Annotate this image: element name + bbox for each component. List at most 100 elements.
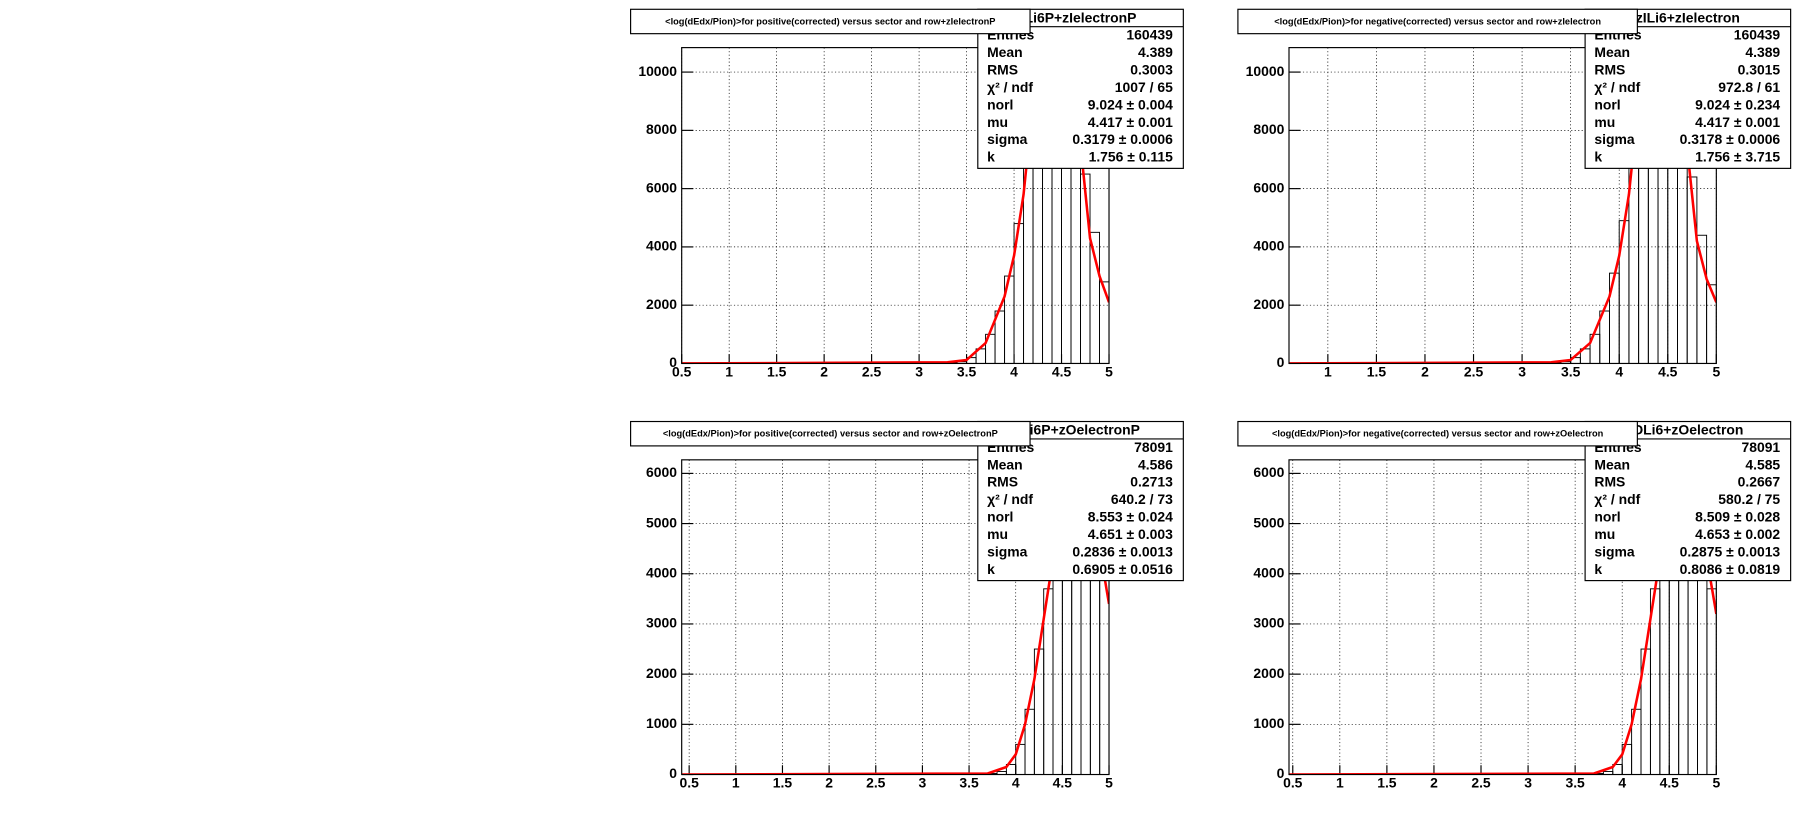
stats-value: 4.651 ± 0.003 — [1088, 526, 1173, 542]
x-tick-label: 3 — [919, 774, 927, 790]
x-tick-label: 3.5 — [957, 363, 977, 379]
chart-title: <log(dEdx/Pion)>for positive(corrected) … — [665, 17, 995, 27]
stats-value: 0.2875 ± 0.0013 — [1680, 543, 1781, 559]
stats-box — [1584, 8, 1792, 169]
title-box — [630, 420, 1031, 447]
y-tick-label: 2000 — [1253, 665, 1284, 681]
x-tick-label: 3.5 — [959, 774, 979, 790]
stats-value: 9.024 ± 0.004 — [1088, 96, 1173, 112]
stats-value: 160439 — [1734, 27, 1781, 43]
chart-title: <log(dEdx/Pion)>for positive(corrected) … — [663, 429, 998, 439]
stats-label: mu — [1594, 114, 1615, 130]
histogram-panel: 0.5 1 1.5 2 2.5 3 3.5 4 4.5 5 0 1000 2000 3000 4000 500… — [630, 420, 1184, 790]
stats-value: 0.6905 ± 0.0516 — [1072, 561, 1173, 577]
stats-value: 0.3003 — [1130, 62, 1173, 78]
stats-label: norl — [987, 509, 1013, 525]
x-tick-label: 2 — [820, 363, 828, 379]
stats-value: 0.3179 ± 0.0006 — [1072, 131, 1173, 147]
stats-value: 4.585 — [1745, 456, 1780, 472]
x-tick-label: 1 — [725, 363, 733, 379]
stats-label: RMS — [987, 62, 1018, 78]
stats-label: Mean — [1594, 44, 1630, 60]
x-tick-label: 0.5 — [672, 363, 692, 379]
stats-label: χ² / ndf — [987, 491, 1033, 507]
frame — [681, 47, 1110, 365]
histogram-bar — [1696, 234, 1708, 364]
stats-value: 0.2836 ± 0.0013 — [1072, 543, 1173, 559]
stats-title: OLi6+zOelectron — [1632, 421, 1743, 437]
y-tick-label: 2000 — [646, 665, 677, 681]
stats-value: 0.2667 — [1738, 474, 1781, 490]
x-tick-label: 5 — [1105, 774, 1113, 790]
stats-value: 580.2 / 75 — [1718, 491, 1780, 507]
y-tick-label: 8000 — [646, 121, 677, 137]
x-tick-label: 4.5 — [1658, 363, 1678, 379]
y-tick-label: 6000 — [1253, 464, 1284, 480]
stats-title: zILi6+zIelectron — [1636, 9, 1740, 25]
x-tick-label: 4 — [1618, 774, 1626, 790]
y-tick-label: 4000 — [1253, 564, 1284, 580]
stats-label: χ² / ndf — [1594, 491, 1640, 507]
stats-label: mu — [987, 114, 1008, 130]
stats-value: 78091 — [1134, 439, 1173, 455]
histogram-bar — [1706, 588, 1717, 775]
stats-value: 1007 / 65 — [1115, 79, 1173, 95]
x-tick-label: 3 — [1524, 774, 1532, 790]
x-tick-label: 5 — [1712, 363, 1720, 379]
stats-value: 4.389 — [1745, 44, 1780, 60]
y-tick-label: 2000 — [1253, 296, 1284, 312]
stats-value: 640.2 / 73 — [1111, 491, 1173, 507]
stats-label: sigma — [1594, 131, 1634, 147]
x-tick-label: 5 — [1105, 363, 1113, 379]
y-tick-label: 0 — [669, 765, 677, 781]
y-tick-label: 3000 — [1253, 615, 1284, 631]
histogram-bar — [1099, 281, 1110, 364]
x-tick-label: 0.5 — [1283, 774, 1303, 790]
y-tick-label: 1000 — [646, 715, 677, 731]
stats-box — [977, 420, 1184, 582]
stats-value: 1.756 ± 3.715 — [1695, 149, 1780, 165]
stats-label: χ² / ndf — [987, 79, 1033, 95]
stats-label: RMS — [987, 474, 1018, 490]
stats-title: Li6P+zIelectronP — [1025, 9, 1137, 25]
stats-box — [977, 8, 1184, 169]
stats-label: k — [1594, 561, 1602, 577]
stats-value: 0.3178 ± 0.0006 — [1680, 131, 1781, 147]
stats-label: Mean — [987, 44, 1023, 60]
x-tick-label: 3.5 — [1561, 363, 1581, 379]
stats-value: 1.756 ± 0.115 — [1089, 149, 1174, 165]
x-tick-label: 3.5 — [1565, 774, 1585, 790]
stats-label: RMS — [1594, 474, 1625, 490]
stats-value: 78091 — [1741, 439, 1780, 455]
stats-value: 0.2713 — [1130, 474, 1173, 490]
y-tick-label: 6000 — [646, 179, 677, 195]
stats-value: 0.8086 ± 0.0819 — [1680, 561, 1781, 577]
x-tick-label: 4.5 — [1053, 774, 1073, 790]
histogram-panel: 1 1.5 2 2.5 3 3.5 4 4.5 5 0 2000 4000 6000 8000 10000 z… — [1237, 8, 1792, 379]
stats-value: 4.417 ± 0.001 — [1088, 114, 1173, 130]
title-box — [630, 8, 1031, 35]
x-tick-label: 5 — [1712, 774, 1720, 790]
stats-value: 8.553 ± 0.024 — [1088, 509, 1173, 525]
chart-title: <log(dEdx/Pion)>for negative(corrected) … — [1274, 17, 1601, 27]
stats-label: norl — [987, 96, 1013, 112]
stats-label: norl — [1594, 96, 1620, 112]
x-tick-label: 2 — [1421, 363, 1429, 379]
y-tick-label: 4000 — [1253, 238, 1284, 254]
x-tick-label: 1.5 — [773, 774, 793, 790]
stats-label: Mean — [1594, 456, 1630, 472]
stats-label: RMS — [1594, 62, 1625, 78]
histogram-panel: 0.5 1 1.5 2 2.5 3 3.5 4 4.5 5 0 1000 2000 3000 4000 500… — [1237, 420, 1792, 790]
y-tick-label: 0 — [669, 354, 677, 370]
stats-label: k — [1594, 149, 1602, 165]
x-tick-label: 1.5 — [1377, 774, 1397, 790]
stats-value: 4.389 — [1138, 44, 1173, 60]
x-tick-label: 4.5 — [1660, 774, 1680, 790]
y-tick-label: 10000 — [638, 63, 677, 79]
stats-label: norl — [1594, 509, 1620, 525]
stats-value: 160439 — [1126, 27, 1173, 43]
stats-value: 972.8 / 61 — [1718, 79, 1780, 95]
stats-label: sigma — [987, 543, 1027, 559]
stats-value: 4.586 — [1138, 456, 1173, 472]
